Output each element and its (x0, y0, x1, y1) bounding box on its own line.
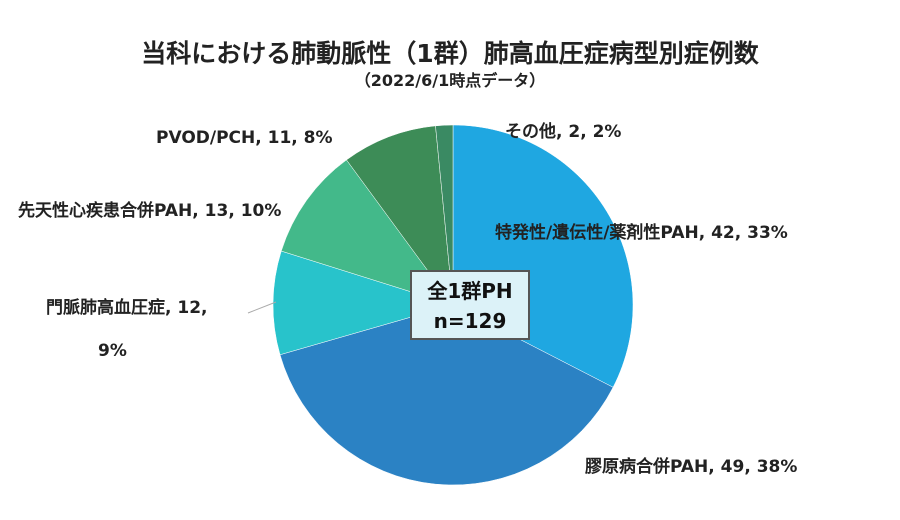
pie-slice-1 (279, 304, 614, 486)
pie-slice-3 (280, 159, 454, 306)
slice-label-idiopathic: 特発性/遺伝性/薬剤性PAH, 42, 33% (495, 223, 788, 243)
slice-label-portal-line2: 9% (98, 341, 127, 361)
slice-label-collagen: 膠原病合併PAH, 49, 38% (585, 457, 798, 477)
slice-label-other: その他, 2, 2% (505, 122, 622, 142)
slice-label-portal-line1: 門脈肺高血圧症, 12, (46, 298, 208, 318)
pie-slice-5 (435, 124, 454, 306)
leader-line-portal (247, 301, 277, 314)
total-count-box: 全1群PH n=129 (410, 270, 530, 340)
pie-slice-4 (346, 125, 454, 306)
total-label: 全1群PH (427, 279, 513, 303)
slice-label-pvod-pch: PVOD/PCH, 11, 8% (156, 128, 333, 148)
chart-subtitle: （2022/6/1時点データ） (354, 71, 546, 90)
slice-label-congenital-heart: 先天性心疾患合併PAH, 13, 10% (18, 201, 282, 221)
chart-title: 当科における肺動脈性（1群）肺高血圧症病型別症例数 (141, 39, 759, 68)
total-n: n=129 (433, 309, 507, 333)
